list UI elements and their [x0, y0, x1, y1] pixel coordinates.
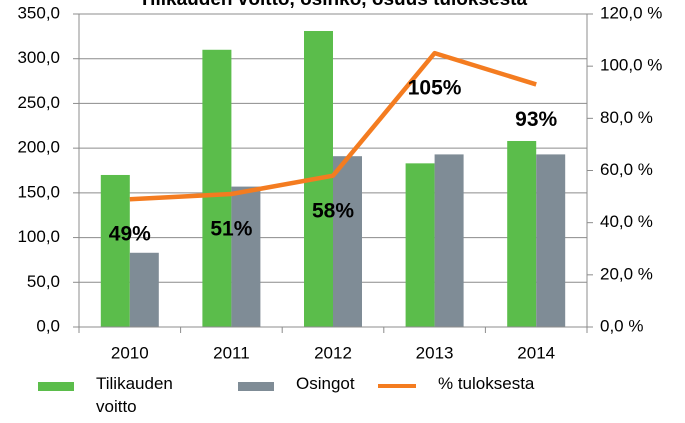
y2-tick-label: 20,0 % — [600, 264, 653, 283]
bar — [202, 49, 232, 328]
legend-label: Tilikauden voitto — [96, 374, 173, 416]
data-label: 93% — [515, 108, 557, 131]
bar — [333, 156, 362, 327]
x-tick-label: 2013 — [416, 343, 454, 362]
data-label: 105% — [408, 77, 462, 100]
x-tick-label: 2012 — [314, 343, 352, 362]
legend-swatch — [38, 382, 74, 391]
bar — [536, 154, 566, 327]
y-tick-label: 300,0 — [17, 48, 60, 67]
legend-item: % tuloksesta — [378, 372, 534, 395]
y-tick-label: 250,0 — [17, 93, 60, 112]
x-tick-label: 2011 — [213, 343, 250, 362]
y2-tick-label: 60,0 % — [600, 160, 653, 179]
legend-swatch — [238, 382, 274, 391]
legend-label: % tuloksesta — [438, 374, 535, 393]
bar — [434, 154, 464, 327]
legend-swatch — [378, 384, 416, 388]
bar — [100, 174, 130, 327]
y-tick-label: 0,0 — [36, 316, 60, 335]
data-label: 58% — [312, 199, 354, 222]
y-tick-label: 100,0 — [17, 227, 60, 246]
data-label: 51% — [210, 218, 252, 241]
y-tick-label: 50,0 — [27, 272, 60, 291]
y2-tick-label: 100,0 % — [600, 56, 662, 75]
chart-svg: Tilikauden voitto, osinko, osuus tulokse… — [17, 0, 662, 362]
chart-title: Tilikauden voitto, osinko, osuus tulokse… — [139, 0, 528, 10]
legend-item: Tilikauden voitto — [38, 372, 191, 418]
legend-item: Osingot — [238, 372, 355, 395]
bar — [129, 252, 159, 327]
data-label: 49% — [109, 223, 151, 246]
bar — [405, 163, 435, 327]
y2-tick-label: 0,0 % — [600, 316, 643, 335]
y2-tick-label: 40,0 % — [600, 212, 653, 231]
y-tick-label: 150,0 — [17, 182, 60, 201]
y2-tick-label: 120,0 % — [600, 3, 662, 22]
y-tick-label: 200,0 — [17, 138, 60, 157]
y-tick-label: 350,0 — [17, 3, 60, 22]
y2-tick-label: 80,0 % — [600, 108, 653, 127]
line — [129, 50, 537, 202]
bar — [507, 140, 537, 327]
legend-label: Osingot — [296, 374, 355, 393]
bar — [231, 186, 261, 327]
x-tick-label: 2010 — [111, 343, 149, 362]
x-tick-label: 2014 — [517, 343, 555, 362]
